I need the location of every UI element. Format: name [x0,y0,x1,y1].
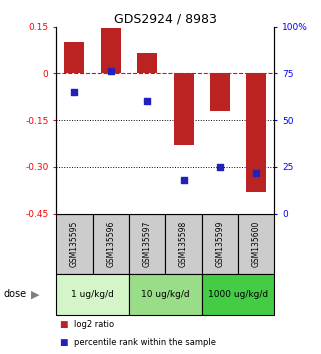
Bar [56,274,129,315]
Text: log2 ratio: log2 ratio [74,320,114,329]
Bar [173,73,194,145]
Point [181,177,186,183]
Point [72,89,77,95]
Text: ■: ■ [59,338,68,347]
Text: GSM135598: GSM135598 [179,221,188,267]
Text: GSM135597: GSM135597 [143,221,152,267]
Bar [238,214,274,274]
Text: percentile rank within the sample: percentile rank within the sample [74,338,216,347]
Point [108,69,113,74]
Bar [56,214,92,274]
Point [144,98,150,104]
Bar [64,42,84,73]
Bar [92,214,129,274]
Bar [137,53,157,73]
Bar [129,274,202,315]
Text: GSM135595: GSM135595 [70,221,79,267]
Title: GDS2924 / 8983: GDS2924 / 8983 [114,12,217,25]
Bar [210,73,230,111]
Bar [129,214,165,274]
Text: GSM135600: GSM135600 [252,221,261,267]
Bar [101,28,121,73]
Bar [165,214,202,274]
Text: 1 ug/kg/d: 1 ug/kg/d [71,290,114,299]
Bar [202,214,238,274]
Point [254,170,259,175]
Text: GSM135599: GSM135599 [215,221,224,267]
Text: dose: dose [3,289,26,299]
Bar [202,274,274,315]
Text: ■: ■ [59,320,68,329]
Text: 10 ug/kg/d: 10 ug/kg/d [141,290,190,299]
Bar [246,73,266,192]
Text: ▶: ▶ [30,289,39,299]
Point [217,164,222,170]
Text: 1000 ug/kg/d: 1000 ug/kg/d [208,290,268,299]
Text: GSM135596: GSM135596 [106,221,115,267]
